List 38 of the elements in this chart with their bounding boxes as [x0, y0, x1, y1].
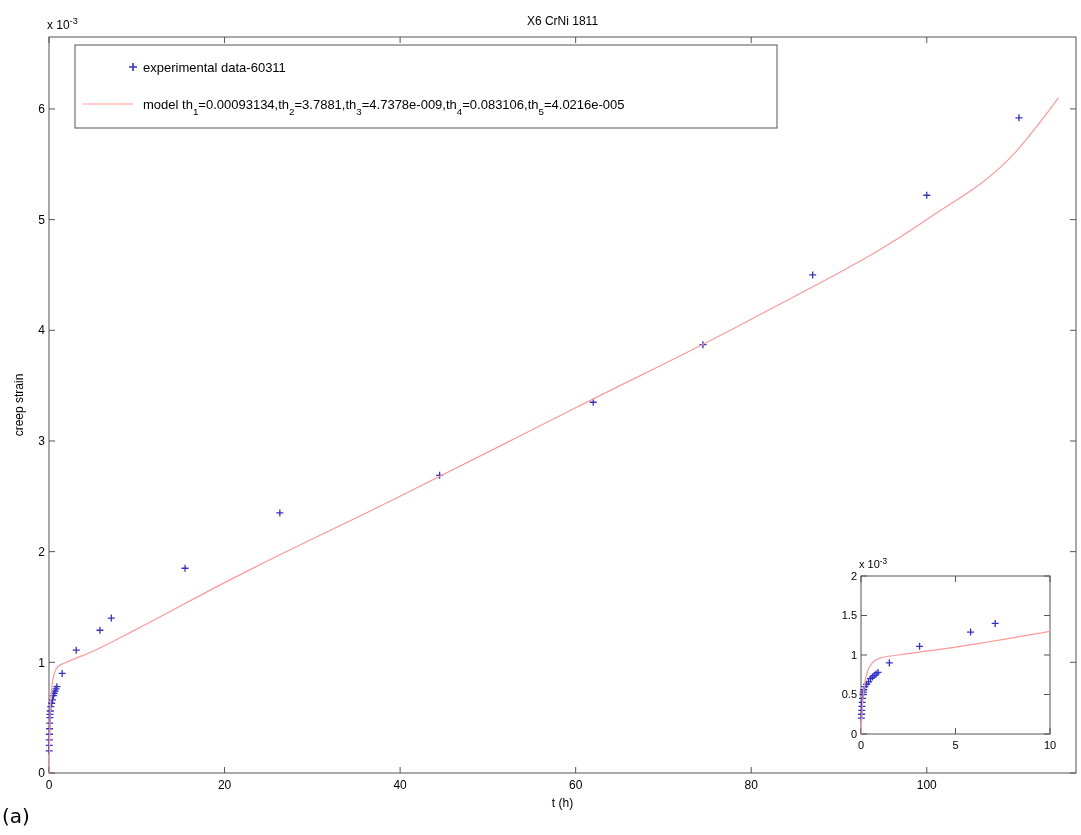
y-axis-title: creep strain: [12, 373, 26, 437]
point: [966, 627, 975, 637]
text: (a): [2, 804, 30, 828]
x-tick-label: 10: [1043, 739, 1057, 751]
y-tick-label: 1.5: [841, 609, 857, 622]
point: [180, 564, 190, 573]
y-tick-label: 1: [38, 655, 46, 670]
y-tick-label: 0: [850, 727, 857, 740]
x-tick-label: 100: [916, 778, 938, 792]
legend: experimental data-60311 model th$_{1}$=0.00093134,th$_{2}$=3.7881,th$_{3}$=4.7378e-009,th$_{4}$=0.083106,th$_{5}$=4.0216e-005: [74, 44, 778, 129]
x-tick-label: 5: [952, 739, 959, 751]
y-tick-label: 2: [38, 544, 46, 559]
text: x 10$^{-3}$: [47, 16, 78, 32]
point: [95, 626, 105, 635]
x-tick-label: 20: [217, 778, 232, 792]
point: [275, 508, 285, 518]
point: [72, 646, 81, 655]
chart-title: X6 CrNi 1811: [526, 14, 599, 28]
x-tick-label: 60: [568, 778, 583, 792]
y-tick-label: 0: [38, 766, 46, 781]
x-tick-label: 40: [393, 778, 408, 792]
annotation: x 10$^{-3}$: [859, 556, 888, 570]
point: [808, 270, 817, 280]
line-series: [49, 97, 1060, 773]
line-series: [861, 630, 1050, 734]
point: [1014, 113, 1024, 122]
y-tick-label: 3: [38, 434, 46, 449]
point: [885, 658, 894, 668]
y-tick-label: 5: [38, 212, 46, 227]
y-tick-label: 6: [38, 102, 46, 117]
x-tick-label: 80: [744, 778, 759, 792]
legend-label: experimental data-60311: [143, 59, 286, 75]
y-tick-label: 4: [38, 323, 46, 338]
x-axis-title: t (h): [551, 796, 574, 810]
y-tick-label: 0.5: [841, 688, 857, 701]
y-tick-label: 2: [850, 569, 857, 582]
y-tick-label: 1: [850, 648, 857, 661]
point: [107, 613, 116, 623]
